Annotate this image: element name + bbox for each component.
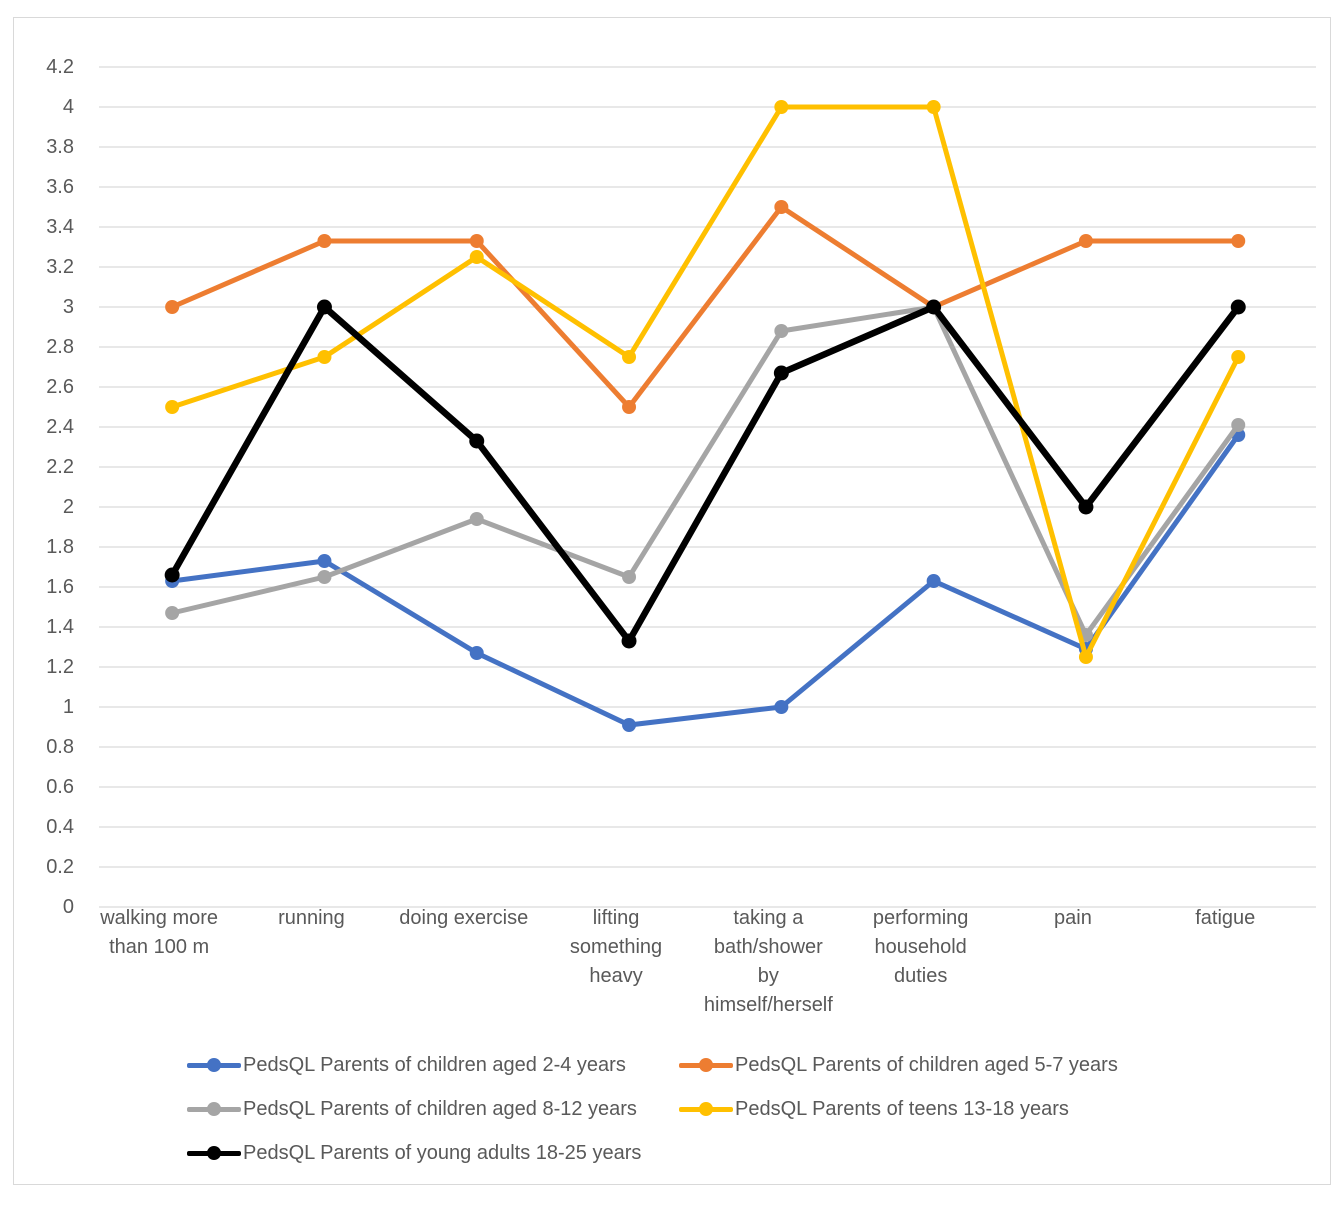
x-tick-label: taking a bath/shower by himself/herself bbox=[703, 907, 833, 1016]
x-tick-label: pain bbox=[1054, 907, 1092, 929]
data-point bbox=[1078, 650, 1093, 664]
data-point bbox=[1078, 499, 1094, 515]
x-tick-label: running bbox=[278, 907, 345, 929]
data-point bbox=[773, 365, 789, 381]
data-point bbox=[317, 570, 332, 584]
y-tick-label: 1.6 bbox=[46, 576, 74, 598]
data-point bbox=[926, 100, 941, 114]
y-tick-label: 1.2 bbox=[46, 656, 74, 678]
chart-frame: 4.2 4 3.8 3.6 3.4 3.2 3 2.8 2.6 2.4 2.2 2 1.8 1.6 1.4 1… bbox=[13, 17, 1331, 1185]
x-tick-label: performing household duties bbox=[872, 907, 969, 987]
data-point bbox=[316, 299, 332, 315]
legend-dot-icon bbox=[207, 1146, 221, 1160]
data-point bbox=[469, 433, 485, 449]
data-point bbox=[1231, 350, 1246, 364]
data-point bbox=[469, 250, 484, 264]
legend-marker-icon bbox=[187, 1146, 241, 1160]
legend-marker-icon bbox=[679, 1058, 733, 1072]
y-tick-label: 1 bbox=[62, 696, 74, 718]
y-tick-label: 0.6 bbox=[46, 776, 74, 798]
data-point bbox=[317, 554, 332, 568]
legend-label: PedsQL Parents of children aged 5-7 year… bbox=[735, 1053, 1118, 1076]
legend-marker-icon bbox=[187, 1058, 241, 1072]
legend-item: PedsQL Parents of children aged 8-12 yea… bbox=[187, 1096, 637, 1122]
y-tick-label: 1.8 bbox=[46, 536, 74, 558]
y-tick-label: 3.4 bbox=[46, 216, 74, 238]
data-point bbox=[165, 300, 180, 314]
legend-label: PedsQL Parents of children aged 2-4 year… bbox=[243, 1053, 626, 1076]
y-tick-label: 2.2 bbox=[46, 456, 74, 478]
data-point bbox=[774, 100, 789, 114]
data-point bbox=[317, 234, 332, 248]
data-point bbox=[926, 574, 941, 588]
y-tick-label: 2.4 bbox=[46, 416, 74, 438]
x-tick-label: lifting something heavy bbox=[569, 907, 663, 987]
series-line-2 bbox=[169, 304, 1241, 638]
data-point bbox=[317, 350, 332, 364]
legend-item: PedsQL Parents of teens 13-18 years bbox=[679, 1096, 1069, 1122]
data-point bbox=[774, 700, 789, 714]
legend-dot-icon bbox=[699, 1102, 713, 1116]
legend-dot-icon bbox=[207, 1102, 221, 1116]
series-line-0 bbox=[169, 432, 1241, 728]
legend-item: PedsQL Parents of children aged 5-7 year… bbox=[679, 1052, 1118, 1078]
line-chart-plot bbox=[99, 66, 1316, 908]
legend-dot-icon bbox=[207, 1058, 221, 1072]
data-point bbox=[165, 400, 180, 414]
data-point bbox=[165, 606, 180, 620]
x-tick-label: walking more than 100 m bbox=[100, 907, 219, 958]
data-point bbox=[622, 400, 637, 414]
y-tick-label: 0 bbox=[62, 896, 74, 918]
data-point bbox=[774, 200, 789, 214]
x-tick-label: fatigue bbox=[1195, 907, 1256, 929]
data-point bbox=[1231, 234, 1246, 248]
y-tick-label: 3.2 bbox=[46, 256, 74, 278]
legend-dot-icon bbox=[699, 1058, 713, 1072]
data-point bbox=[926, 299, 942, 315]
series-line-3 bbox=[169, 104, 1241, 660]
legend-item: PedsQL Parents of children aged 2-4 year… bbox=[187, 1052, 626, 1078]
data-point bbox=[1230, 299, 1246, 315]
data-point bbox=[622, 350, 637, 364]
data-point bbox=[621, 633, 637, 649]
y-tick-label: 2.6 bbox=[46, 376, 74, 398]
y-tick-label: 4 bbox=[62, 96, 74, 118]
data-point bbox=[469, 646, 484, 660]
legend-item: PedsQL Parents of young adults 18-25 yea… bbox=[187, 1140, 641, 1166]
legend-label: PedsQL Parents of young adults 18-25 yea… bbox=[243, 1141, 642, 1164]
y-tick-label: 0.8 bbox=[46, 736, 74, 758]
data-point bbox=[164, 567, 180, 583]
data-point bbox=[469, 234, 484, 248]
legend-label: PedsQL Parents of teens 13-18 years bbox=[735, 1097, 1069, 1120]
y-tick-label: 4.2 bbox=[46, 56, 74, 78]
y-tick-label: 3.6 bbox=[46, 176, 74, 198]
y-tick-label: 2.8 bbox=[46, 336, 74, 358]
data-point bbox=[622, 570, 637, 584]
data-point bbox=[774, 324, 789, 338]
data-point bbox=[1078, 234, 1093, 248]
data-point bbox=[622, 718, 637, 732]
legend-marker-icon bbox=[679, 1102, 733, 1116]
data-point bbox=[469, 512, 484, 526]
y-tick-label: 3 bbox=[62, 296, 74, 318]
legend-marker-icon bbox=[187, 1102, 241, 1116]
y-tick-label: 2 bbox=[62, 496, 74, 518]
y-tick-label: 1.4 bbox=[46, 616, 74, 638]
y-tick-label: 3.8 bbox=[46, 136, 74, 158]
series-line-4 bbox=[168, 303, 1242, 645]
data-point bbox=[1231, 418, 1246, 432]
y-tick-label: 0.2 bbox=[46, 856, 74, 878]
legend-label: PedsQL Parents of children aged 8-12 yea… bbox=[243, 1097, 637, 1120]
y-tick-label: 0.4 bbox=[46, 816, 74, 838]
series-line-1 bbox=[169, 204, 1241, 410]
x-tick-label: doing exercise bbox=[399, 907, 529, 929]
